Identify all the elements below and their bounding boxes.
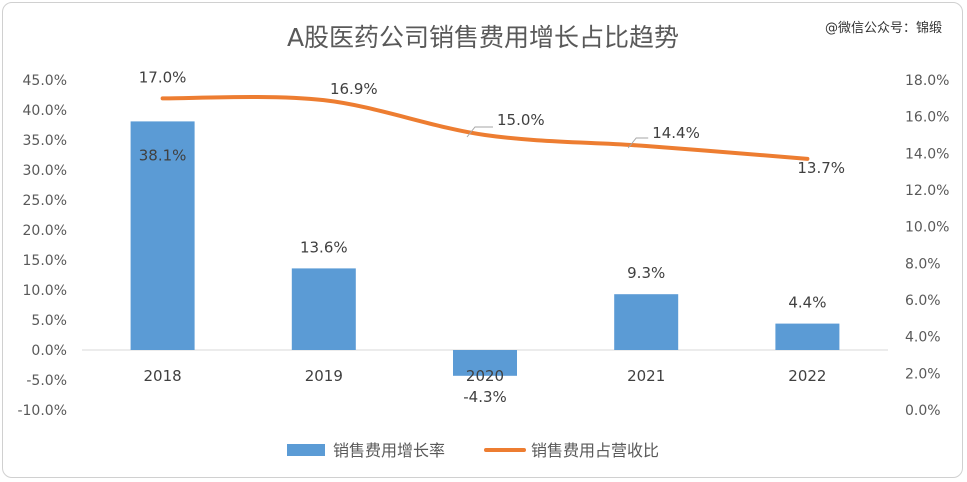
left-tick-label: 25.0% xyxy=(23,193,67,209)
category-label: 2020 xyxy=(466,367,504,385)
right-tick-label: 14.0% xyxy=(905,146,949,162)
right-tick-label: 10.0% xyxy=(905,220,949,236)
left-tick-label: 15.0% xyxy=(23,253,67,269)
right-tick-label: 16.0% xyxy=(905,110,949,126)
left-tick-label: 35.0% xyxy=(23,133,67,149)
bar-data-labels: 38.1% 13.6% -4.3% 9.3% 4.4% xyxy=(139,146,827,405)
line-data-label: 17.0% xyxy=(139,68,187,86)
bar-series xyxy=(130,121,840,376)
category-label: 2018 xyxy=(144,367,182,385)
right-axis: 0.0% 2.0% 4.0% 6.0% 8.0% 10.0% 12.0% 14.0% 16.0%… xyxy=(905,73,949,419)
left-tick-label: 45.0% xyxy=(23,73,67,89)
category-label: 2021 xyxy=(627,367,665,385)
legend-label-bar: 销售费用增长率 xyxy=(333,441,445,460)
left-tick-label: 30.0% xyxy=(23,163,67,179)
bar xyxy=(453,350,517,376)
left-tick-label: 0.0% xyxy=(31,343,67,359)
watermark: @微信公众号：锦缎 xyxy=(825,20,942,36)
right-tick-label: 12.0% xyxy=(905,183,949,199)
line-data-label: 16.9% xyxy=(330,80,378,98)
legend-swatch-bar xyxy=(287,444,325,456)
right-tick-label: 18.0% xyxy=(905,73,949,89)
bar xyxy=(775,323,840,350)
legend-label-line: 销售费用占营收比 xyxy=(531,441,659,460)
legend: 销售费用增长率 销售费用占营收比 xyxy=(287,441,659,460)
right-tick-label: 0.0% xyxy=(905,403,941,419)
bar-data-label: 4.4% xyxy=(788,294,826,312)
left-tick-label: -10.0% xyxy=(17,403,67,419)
bar-data-label: -4.3% xyxy=(463,388,507,406)
line-label-leader xyxy=(466,126,493,138)
left-axis: -10.0% -5.0% 0.0% 5.0% 10.0% 15.0% 20.0% 25.0% 3… xyxy=(17,73,67,419)
line-label-leader xyxy=(627,137,649,149)
right-tick-label: 6.0% xyxy=(905,293,941,309)
category-labels: 2018 2019 2020 2021 2022 xyxy=(144,367,827,385)
bar xyxy=(291,268,356,350)
line-path xyxy=(160,94,810,161)
right-tick-label: 4.0% xyxy=(905,330,941,346)
line-data-labels: 17.0% 16.9% 15.0% 14.4% 13.7% xyxy=(139,68,845,176)
right-tick-label: 2.0% xyxy=(905,366,941,382)
left-tick-label: 10.0% xyxy=(23,283,67,299)
left-tick-label: 5.0% xyxy=(31,313,67,329)
bar-data-label: 9.3% xyxy=(627,264,665,282)
chart-title: A股医药公司销售费用增长占比趋势 xyxy=(287,23,679,52)
bar xyxy=(614,294,679,350)
bar-data-label: 38.1% xyxy=(139,146,187,164)
left-tick-label: -5.0% xyxy=(26,373,67,389)
left-tick-label: 40.0% xyxy=(23,103,67,119)
line-series xyxy=(160,94,810,161)
line-data-label: 13.7% xyxy=(797,159,845,177)
right-tick-label: 8.0% xyxy=(905,256,941,272)
category-label: 2019 xyxy=(305,367,343,385)
line-data-label: 14.4% xyxy=(652,124,700,142)
category-label: 2022 xyxy=(788,367,826,385)
left-tick-label: 20.0% xyxy=(23,223,67,239)
line-data-label: 15.0% xyxy=(497,111,545,129)
bar-data-label: 13.6% xyxy=(300,238,348,256)
bar xyxy=(130,121,195,351)
